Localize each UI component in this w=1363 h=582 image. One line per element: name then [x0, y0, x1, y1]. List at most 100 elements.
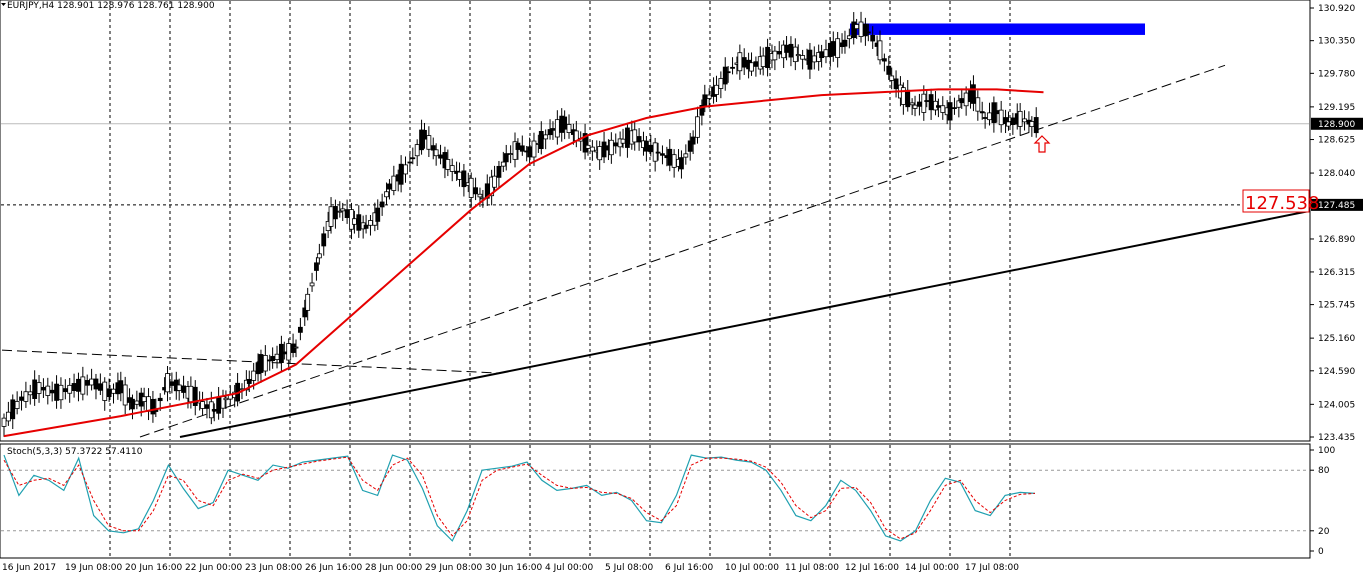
candle-body — [302, 307, 308, 318]
symbol-header: EURJPY,H4 128.901 128.976 128.761 128.90… — [7, 1, 215, 11]
candle-body — [737, 52, 743, 72]
candle-body — [36, 382, 42, 394]
stoch-tick-label: 100 — [1318, 446, 1335, 456]
candle-body — [921, 93, 927, 113]
time-tick-label: 5 Jul 08:00 — [605, 563, 654, 573]
time-tick-label: 28 Jun 00:00 — [365, 563, 422, 573]
candle-body — [500, 161, 506, 167]
candle-body — [979, 111, 985, 114]
candle-body — [601, 141, 607, 158]
candle-body — [1003, 117, 1008, 125]
candle-body — [32, 379, 38, 399]
time-tick-label: 6 Jul 16:00 — [665, 563, 714, 573]
price-tick-label: 123.435 — [1318, 433, 1355, 443]
price-tick-label: 124.590 — [1318, 367, 1355, 377]
price-tick-label: 126.890 — [1318, 235, 1355, 245]
candle-body — [842, 39, 848, 47]
candle-body — [776, 51, 782, 55]
candle-body — [928, 94, 934, 111]
stochastic — [3, 454, 1036, 542]
candle-body — [830, 41, 836, 56]
candle-body — [41, 387, 46, 391]
indicator-header: Stoch(5,3,3) 57.3722 57.4110 — [7, 447, 143, 457]
candle-body — [893, 78, 899, 90]
candle-body — [118, 380, 124, 394]
candle-body — [655, 151, 661, 154]
candle-body — [5, 411, 11, 422]
candle-body — [286, 343, 292, 361]
candle-body — [702, 94, 708, 107]
candle-body — [679, 157, 684, 170]
candle-body — [200, 401, 205, 409]
candle-body — [27, 391, 33, 396]
time-tick-label: 19 Jun 08:00 — [65, 563, 122, 573]
main-plot-frame — [0, 0, 1311, 442]
price-tick-label: 130.920 — [1318, 4, 1355, 14]
candle-body — [314, 262, 319, 271]
candle-body — [1, 417, 7, 427]
candle-body — [71, 383, 77, 391]
candle-body — [620, 138, 626, 144]
candle-body — [519, 145, 525, 152]
candle-body — [316, 253, 322, 259]
candle-body — [543, 134, 549, 140]
candle-body — [410, 157, 416, 160]
candle-body — [819, 51, 824, 59]
candle-body — [718, 78, 724, 89]
candle-body — [886, 65, 892, 75]
candle-body — [150, 398, 156, 415]
candle-body — [660, 153, 665, 156]
candle-body — [281, 351, 287, 355]
candle-body — [987, 112, 992, 121]
candle-body — [917, 101, 922, 107]
candle-body — [784, 44, 789, 53]
level-price-marker — [1311, 198, 1363, 211]
candle-body — [800, 55, 806, 60]
ma-line — [3, 88, 1044, 438]
candle-body — [192, 386, 198, 406]
candle-body — [714, 84, 719, 95]
candle-body — [956, 100, 962, 108]
stoch-tick-label: 80 — [1318, 466, 1330, 476]
candle-body — [512, 141, 518, 160]
candle-body — [297, 326, 303, 333]
current-price-label: 128.900 — [1318, 120, 1355, 130]
candle-body — [407, 161, 413, 164]
candle-body — [433, 149, 439, 157]
price-tick-label: 125.745 — [1318, 301, 1355, 311]
candle-body — [952, 107, 957, 110]
candle-body — [49, 389, 55, 394]
candle-body — [515, 142, 521, 150]
candle-body — [246, 378, 252, 384]
candle-body — [449, 165, 455, 172]
stoch-plot-frame — [0, 443, 1311, 559]
trendlines — [1, 23, 1311, 438]
candle-body — [597, 146, 603, 161]
candle-body — [468, 177, 474, 198]
stoch-main-line — [3, 454, 1036, 542]
time-tick-label: 14 Jul 00:00 — [905, 563, 959, 573]
candle-body — [585, 144, 591, 149]
candle-body — [765, 46, 770, 69]
candle-body — [503, 153, 509, 163]
candle-body — [730, 66, 735, 69]
candle-body — [130, 398, 135, 410]
candle-body — [683, 153, 689, 158]
candle-body — [165, 373, 170, 393]
header-triangle-icon[interactable] — [1, 3, 6, 6]
candle-body — [760, 55, 766, 68]
candle-body — [1006, 121, 1011, 127]
candle-body — [363, 224, 369, 229]
time-tick-label: 11 Jul 08:00 — [785, 563, 839, 573]
candle-body — [527, 146, 532, 158]
candle-body — [496, 165, 502, 178]
candle-body — [106, 388, 112, 398]
candle-body — [905, 89, 911, 108]
stoch-signal-line — [3, 456, 1036, 540]
candle-body — [169, 381, 175, 386]
time-tick-label: 23 Jun 08:00 — [245, 563, 302, 573]
candle-body — [975, 97, 981, 112]
candle-body — [419, 129, 424, 151]
candle-body — [391, 175, 397, 191]
candle-body — [204, 404, 210, 409]
